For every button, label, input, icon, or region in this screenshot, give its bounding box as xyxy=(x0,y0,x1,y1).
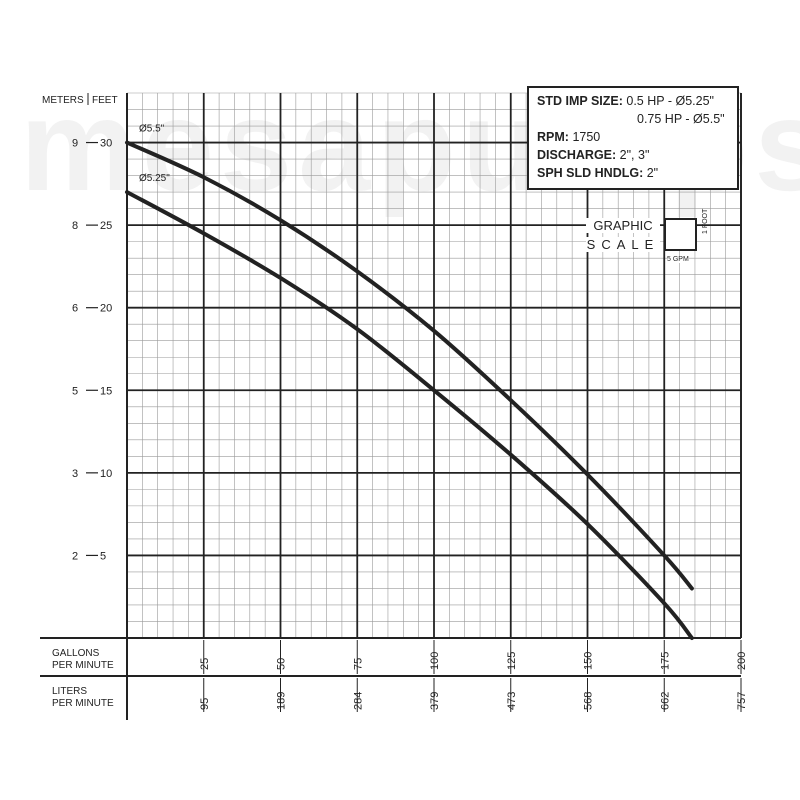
y-tick-label-feet: 5 xyxy=(100,550,106,562)
x-tick-label-gpm: 100 xyxy=(429,652,441,670)
y-tick-label-meters: 8 xyxy=(72,220,78,232)
series-label-0: Ø5.5" xyxy=(139,124,165,135)
y-tick-label-meters: 3 xyxy=(72,468,78,480)
impeller-size-value-2: 0.75 HP - Ø5.5" xyxy=(637,112,725,126)
y-tick-label-feet: 10 xyxy=(100,468,112,480)
y-axis-title-meters: METERS xyxy=(42,95,84,106)
series-label-1: Ø5.25" xyxy=(139,173,170,184)
x-tick-label-lpm: 662 xyxy=(659,692,671,710)
spec-info-box: STD IMP SIZE: 0.5 HP - Ø5.25" 0.75 HP - … xyxy=(527,86,739,190)
y-tick-label-feet: 30 xyxy=(100,138,112,150)
y-tick-label-meters: 9 xyxy=(72,138,78,150)
axes xyxy=(40,93,742,720)
y-tick-label-meters: 2 xyxy=(72,550,78,562)
solids-handling-label: SPH SLD HNDLG: xyxy=(537,166,644,180)
impeller-size-value-1: 0.5 HP - Ø5.25" xyxy=(626,94,714,108)
x-tick-label-lpm: 473 xyxy=(506,692,518,710)
rpm-label: RPM: xyxy=(537,130,569,144)
x-tick-label-lpm: 568 xyxy=(583,692,595,710)
y-tick-label-meters: 5 xyxy=(72,385,78,397)
graphic-scale-subtitle: SCALE xyxy=(586,237,660,252)
x-tick-label-lpm: 95 xyxy=(199,698,211,710)
y-tick-label-feet: 25 xyxy=(100,220,112,232)
solids-handling-value: 2" xyxy=(646,166,659,180)
impeller-size-label: STD IMP SIZE: xyxy=(537,94,623,108)
x-tick-label-gpm: 175 xyxy=(659,652,671,670)
x-tick-label-lpm: 284 xyxy=(352,692,364,710)
x-tick-label-gpm: 50 xyxy=(276,658,288,670)
discharge-value: 2", 3" xyxy=(619,148,650,162)
x-axis-title-gpm-line2: PER MINUTE xyxy=(52,660,114,671)
y-tick-label-meters: 6 xyxy=(72,303,78,315)
graphic-scale-title: GRAPHIC xyxy=(586,218,660,233)
graphic-scale-y-unit: 1 FOOT xyxy=(702,208,709,234)
x-axis-title-gpm-line1: GALLONS xyxy=(52,648,100,659)
graphic-scale-box xyxy=(664,218,697,251)
y-tick-label-feet: 15 xyxy=(100,385,112,397)
discharge-row: DISCHARGE: 2", 3" xyxy=(537,146,729,164)
y-tick-label-feet: 20 xyxy=(100,303,112,315)
x-tick-label-gpm: 75 xyxy=(352,658,364,670)
x-tick-label-lpm: 757 xyxy=(736,692,748,710)
graphic-scale-x-unit: 5 GPM xyxy=(667,256,689,263)
x-tick-label-lpm: 379 xyxy=(429,692,441,710)
series-layer: Ø5.5" Ø5.25" xyxy=(125,124,694,640)
solids-handling-row: SPH SLD HNDLG: 2" xyxy=(537,164,729,182)
y-axis-title-feet: FEET xyxy=(92,95,118,106)
x-axis-title-lpm-line2: PER MINUTE xyxy=(52,698,114,709)
x-tick-label-gpm: 150 xyxy=(583,652,595,670)
discharge-label: DISCHARGE: xyxy=(537,148,617,162)
impeller-size-row: STD IMP SIZE: 0.5 HP - Ø5.25" xyxy=(537,92,729,110)
rpm-row: RPM: 1750 xyxy=(537,128,729,146)
x-tick-label-gpm: 200 xyxy=(736,652,748,670)
impeller-size-row-2: 0.75 HP - Ø5.5" xyxy=(537,110,729,128)
x-tick-label-gpm: 25 xyxy=(199,658,211,670)
series-curve-0 xyxy=(125,140,694,591)
x-axis-title-lpm-line1: LITERS xyxy=(52,686,87,697)
tick-labels: 5 2 10 3 15 5 20 6 25 8 30 9 25 95 50 189 75 284 100 379 125… xyxy=(72,138,748,712)
rpm-value: 1750 xyxy=(572,130,601,144)
series-curve-1 xyxy=(125,190,694,640)
x-tick-label-lpm: 189 xyxy=(276,692,288,710)
x-tick-label-gpm: 125 xyxy=(506,652,518,670)
